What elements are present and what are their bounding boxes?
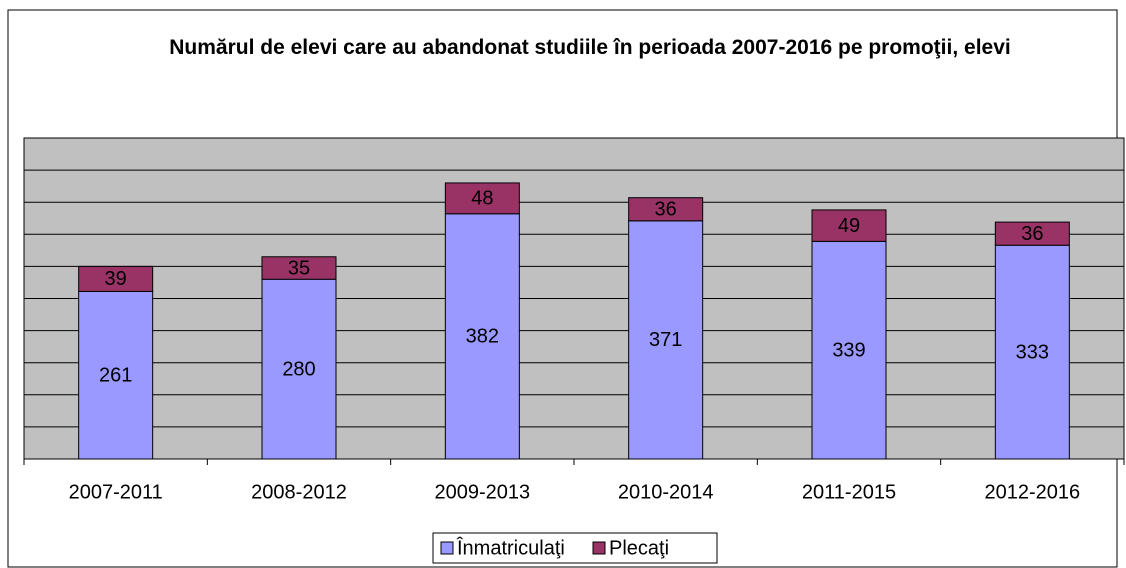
bar-segment <box>444 182 520 215</box>
x-tick-label: 2008-2012 <box>251 481 347 503</box>
data-label: 371 <box>649 329 682 351</box>
bar-segment <box>628 197 704 222</box>
bar-segment <box>261 256 337 280</box>
legend-swatch <box>592 541 606 555</box>
bar-segment <box>78 265 154 292</box>
legend-label: Plecaţi <box>609 537 669 559</box>
x-tick-label: 2010-2014 <box>618 481 714 503</box>
x-tick-label: 2011-2015 <box>802 481 896 503</box>
data-label: 48 <box>471 188 493 210</box>
legend-label: Înmatriculaţi <box>456 536 565 559</box>
data-label: 280 <box>282 358 315 380</box>
bar-segment <box>444 213 520 460</box>
legend-swatch <box>440 541 454 555</box>
data-label: 261 <box>99 365 132 387</box>
bar-segment <box>811 209 887 242</box>
data-label: 49 <box>838 215 860 237</box>
data-label: 339 <box>832 339 865 361</box>
bar-segment <box>261 278 337 460</box>
data-label: 39 <box>105 268 127 290</box>
data-label: 36 <box>1021 223 1043 245</box>
bar-segment <box>994 221 1070 246</box>
bar-segment <box>628 220 704 460</box>
x-tick-label: 2009-2013 <box>435 481 531 503</box>
bar-segment <box>811 240 887 460</box>
data-label: 35 <box>288 257 310 279</box>
data-label: 382 <box>466 326 499 348</box>
legend-box <box>432 532 718 564</box>
data-label: 333 <box>1016 341 1049 363</box>
chart-title: Numărul de elevi care au abandonat studi… <box>169 36 1011 59</box>
x-tick-label: 2007-2011 <box>69 481 163 503</box>
x-tick-label: 2012-2016 <box>985 481 1081 503</box>
data-label: 36 <box>655 199 677 221</box>
